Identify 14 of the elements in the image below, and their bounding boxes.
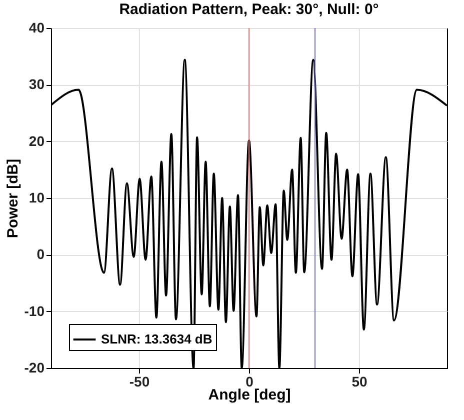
y-axis-title: Power [dB] [4,158,22,238]
y-tick-label: -20 [24,360,45,376]
x-tick-label: 50 [352,374,368,390]
x-tick-label: -50 [129,374,150,390]
y-tick-label: 40 [28,20,45,36]
chart-title: Radiation Pattern, Peak: 30°, Null: 0° [119,1,379,18]
x-tick-label: 0 [246,374,254,390]
y-tick-label: 20 [28,132,45,149]
y-tick-label: 10 [28,190,45,206]
y-tick-label: 30 [28,76,45,92]
x-axis-title: Angle [deg] [208,386,291,404]
y-tick-label: 0 [36,246,45,262]
legend-label: SLNR: 13.3634 dB [101,332,212,346]
y-tick-label: -10 [24,302,45,319]
